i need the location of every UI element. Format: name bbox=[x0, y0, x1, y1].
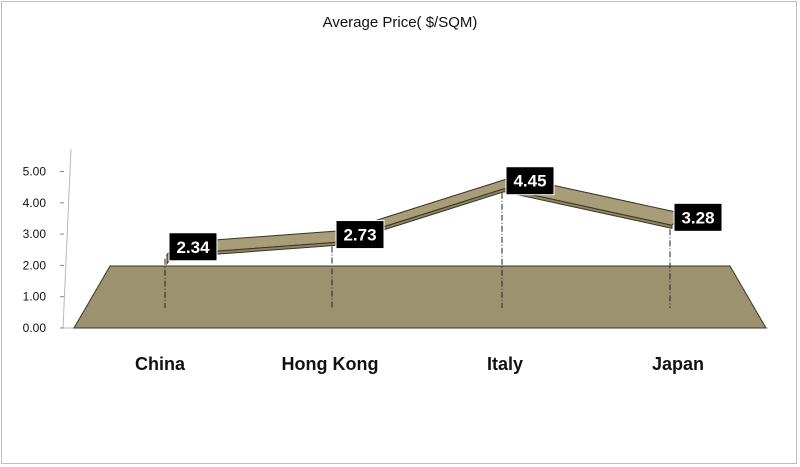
data-label-box bbox=[673, 202, 723, 232]
data-label: 2.34 bbox=[168, 232, 218, 262]
y-tick-label: 5.00 bbox=[23, 165, 47, 179]
chart-title: Average Price( $/SQM) bbox=[323, 14, 478, 31]
drop-lines bbox=[164, 192, 671, 308]
y-tick-label: 4.00 bbox=[23, 196, 47, 210]
floor-plane bbox=[73, 265, 767, 329]
x-tick-label: Hong Kong bbox=[282, 354, 379, 374]
data-label-text: 3.28 bbox=[681, 208, 714, 227]
x-tick-labels: China Hong Kong Italy Japan bbox=[135, 354, 704, 374]
ribbon-front-face bbox=[166, 188, 673, 259]
data-label: 3.28 bbox=[673, 202, 723, 232]
y-tick-label: 2.00 bbox=[23, 258, 47, 272]
data-label-box bbox=[505, 166, 555, 196]
data-label-text: 4.45 bbox=[513, 172, 546, 191]
data-labels: 2.34 2.73 4.45 3.28 bbox=[168, 166, 723, 262]
y-tick-label: 3.00 bbox=[23, 227, 47, 241]
y-tick-label: 0.00 bbox=[23, 321, 47, 335]
x-tick-label: Italy bbox=[487, 354, 523, 374]
x-tick-label: Japan bbox=[652, 354, 704, 374]
y-axis-wall bbox=[62, 149, 72, 329]
data-label-text: 2.34 bbox=[176, 238, 210, 257]
x-tick-label: China bbox=[135, 354, 186, 374]
data-label-box bbox=[335, 220, 385, 250]
data-label: 2.73 bbox=[335, 220, 385, 250]
data-label-text: 2.73 bbox=[343, 226, 376, 245]
series-ribbon bbox=[165, 176, 683, 266]
y-tick-label: 1.00 bbox=[23, 290, 47, 304]
floor-layer bbox=[73, 265, 767, 329]
data-label-box bbox=[168, 232, 218, 262]
data-label: 4.45 bbox=[505, 166, 555, 196]
